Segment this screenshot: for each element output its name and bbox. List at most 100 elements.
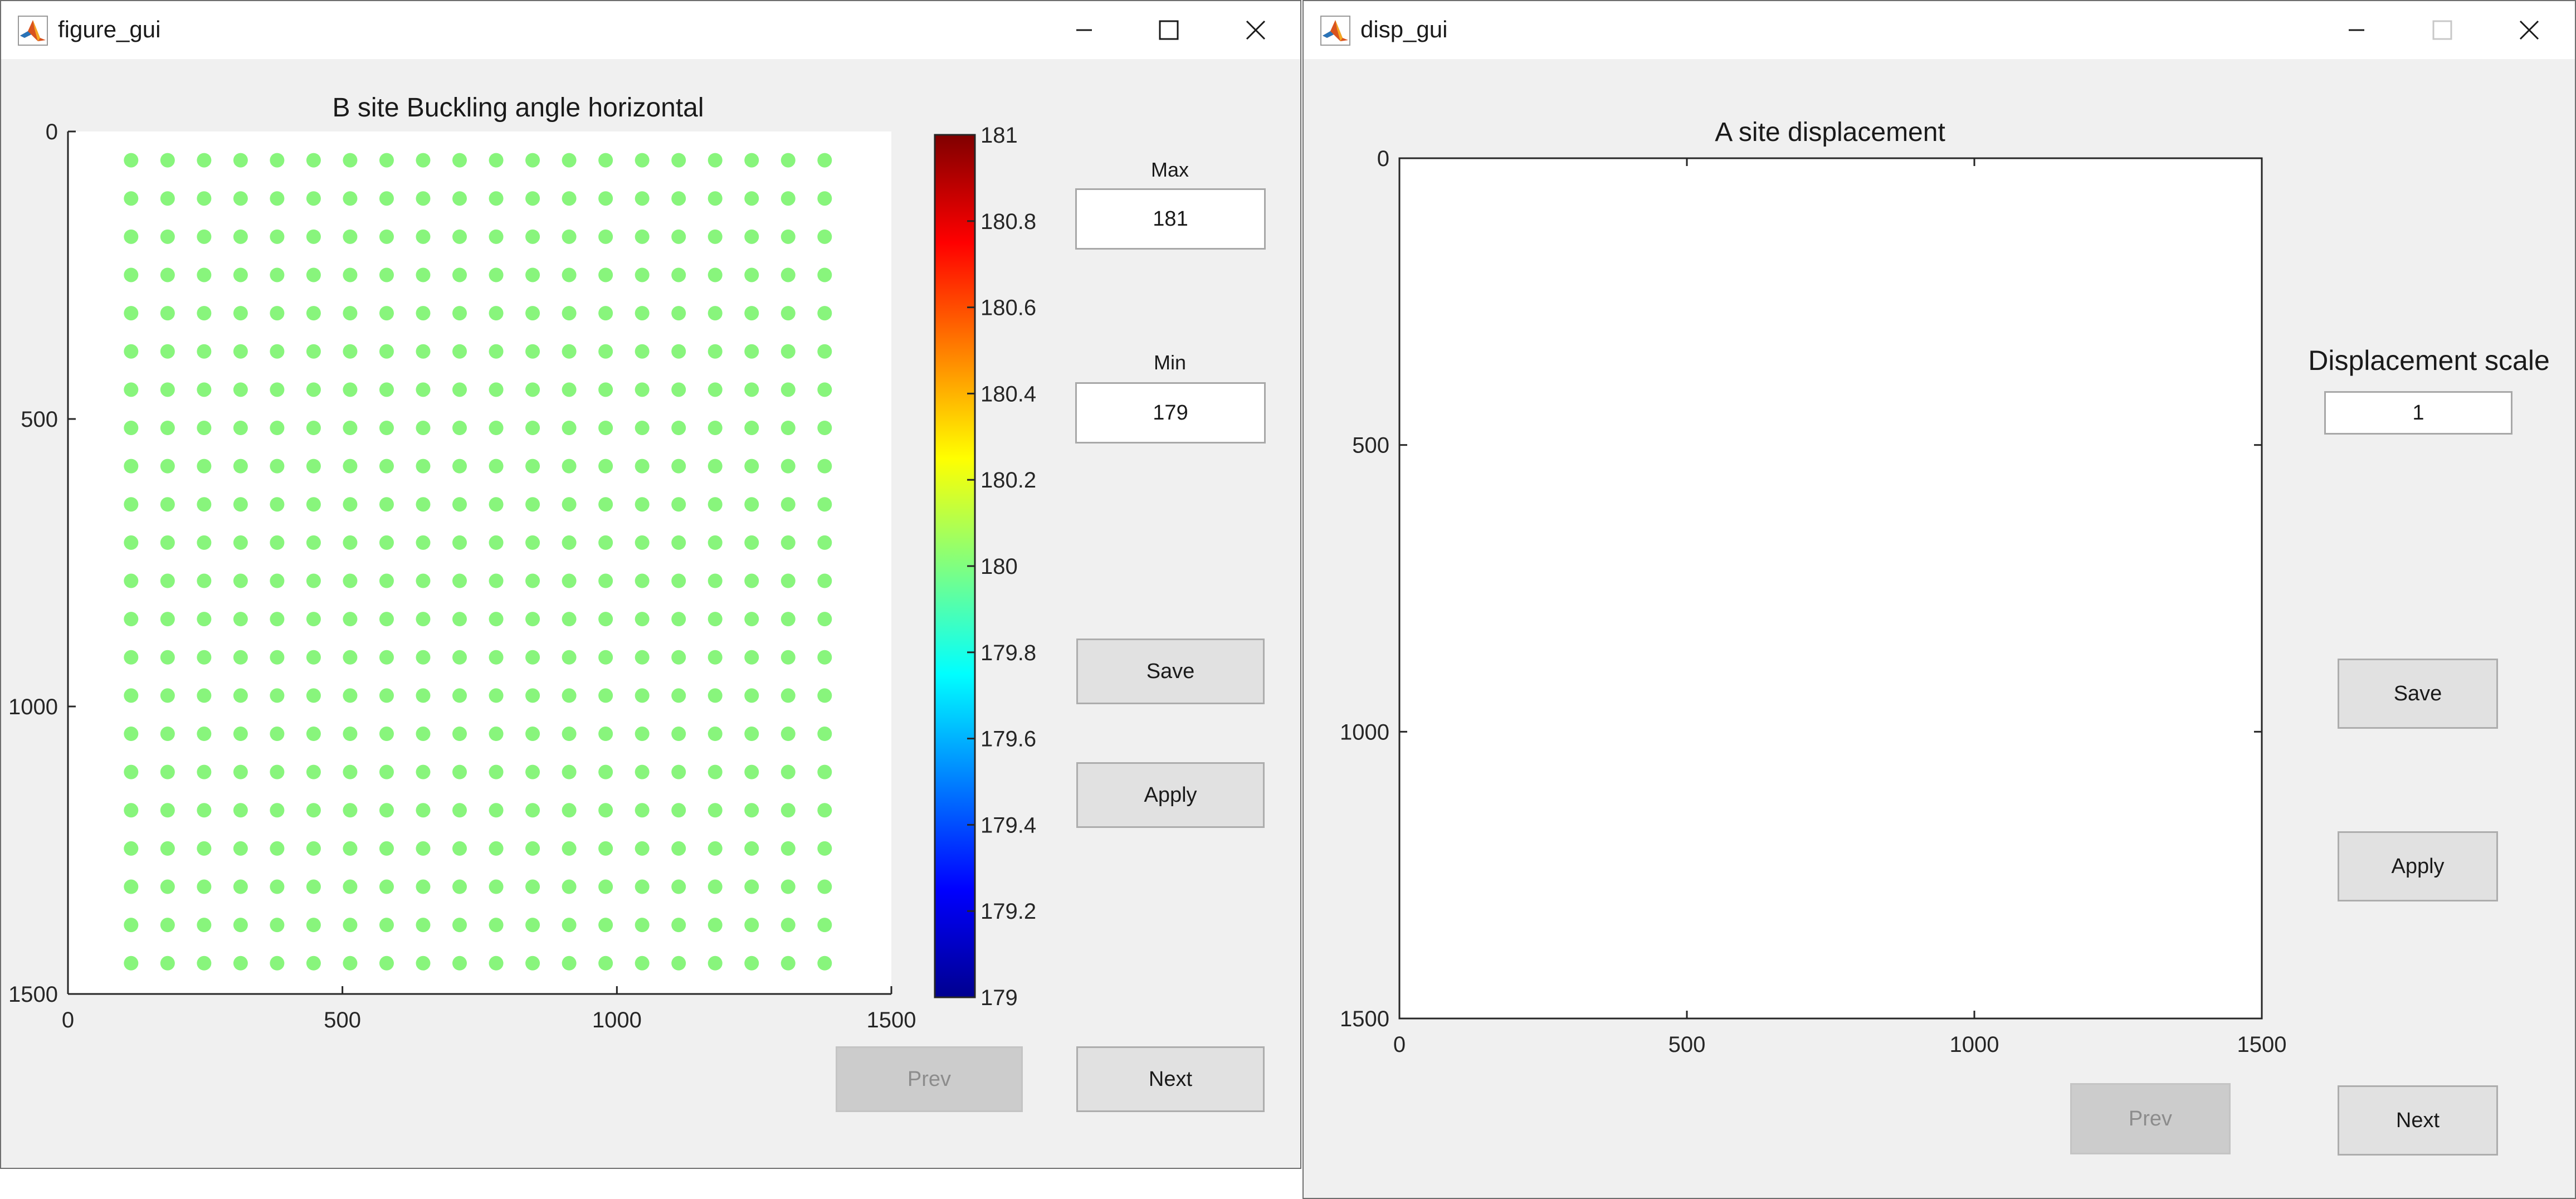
next-button[interactable]: Next <box>2338 1085 2498 1156</box>
data-point <box>379 344 394 359</box>
data-point <box>525 229 540 244</box>
data-point <box>708 764 723 779</box>
data-point <box>270 879 285 894</box>
data-point <box>489 764 504 779</box>
window-title: figure_gui <box>58 16 161 42</box>
data-point <box>197 841 212 856</box>
minimize-icon[interactable] <box>1063 10 1105 50</box>
data-point <box>270 612 285 627</box>
data-point <box>343 229 358 244</box>
data-point <box>489 573 504 588</box>
data-point <box>452 306 467 321</box>
data-point <box>671 688 686 703</box>
data-point <box>780 764 796 779</box>
data-point <box>671 267 686 282</box>
close-icon[interactable] <box>2508 10 2550 50</box>
data-point <box>306 459 321 474</box>
data-point <box>780 573 796 588</box>
data-point <box>452 382 467 397</box>
data-point <box>452 650 467 665</box>
data-point <box>562 764 577 779</box>
data-point <box>817 688 832 703</box>
data-point <box>343 573 358 588</box>
data-point <box>416 573 431 588</box>
data-point <box>160 344 175 359</box>
data-point <box>562 420 577 435</box>
data-point <box>817 650 832 665</box>
data-point <box>525 535 540 550</box>
close-icon[interactable] <box>1235 10 1277 50</box>
data-point <box>233 344 248 359</box>
data-point <box>416 727 431 742</box>
data-point <box>562 382 577 397</box>
data-point <box>708 229 723 244</box>
data-point <box>598 803 613 818</box>
data-point <box>124 956 139 971</box>
minimize-icon[interactable] <box>2335 10 2378 50</box>
colorbar-tick-label: 179.4 <box>980 813 1036 837</box>
data-point <box>452 764 467 779</box>
data-point <box>489 918 504 933</box>
y-tick-label: 500 <box>1352 433 1389 458</box>
window-title: disp_gui <box>1360 16 1448 42</box>
data-point <box>416 688 431 703</box>
data-point <box>635 612 650 627</box>
apply-button[interactable]: Apply <box>1076 762 1265 828</box>
next-button[interactable]: Next <box>1076 1046 1265 1112</box>
y-tick-label: 1000 <box>1340 720 1389 744</box>
data-point <box>671 191 686 206</box>
data-point <box>525 918 540 933</box>
data-point <box>160 267 175 282</box>
data-point <box>233 688 248 703</box>
data-point <box>197 879 212 894</box>
save-button[interactable]: Save <box>1076 639 1265 704</box>
data-point <box>197 382 212 397</box>
data-point <box>817 612 832 627</box>
data-point <box>562 956 577 971</box>
data-point <box>343 956 358 971</box>
max-input[interactable] <box>1075 188 1266 250</box>
data-point <box>416 956 431 971</box>
data-point <box>124 497 139 512</box>
prev-button[interactable]: Prev <box>2070 1083 2231 1154</box>
data-point <box>379 879 394 894</box>
data-point <box>197 688 212 703</box>
displacement-scale-input[interactable] <box>2324 391 2512 435</box>
data-point <box>270 956 285 971</box>
data-point <box>562 535 577 550</box>
data-point <box>379 573 394 588</box>
data-point <box>233 306 248 321</box>
data-point <box>635 918 650 933</box>
max-label: Max <box>1150 158 1189 181</box>
data-point <box>379 306 394 321</box>
data-point <box>817 573 832 588</box>
data-point <box>379 727 394 742</box>
data-point <box>780 229 796 244</box>
data-point <box>343 420 358 435</box>
data-point <box>452 803 467 818</box>
plot-area <box>1398 157 2263 1020</box>
data-point <box>671 879 686 894</box>
data-point <box>489 267 504 282</box>
data-point <box>343 688 358 703</box>
save-button[interactable]: Save <box>2338 659 2498 729</box>
data-point <box>416 879 431 894</box>
figure-content: B site Buckling angle horizontal 0 500 100… <box>1 59 1300 1168</box>
maximize-icon[interactable] <box>1148 10 1190 50</box>
y-tick-label: 1500 <box>8 982 58 1007</box>
min-input[interactable] <box>1075 382 1266 443</box>
prev-button[interactable]: Prev <box>836 1046 1023 1112</box>
apply-button[interactable]: Apply <box>2338 831 2498 901</box>
data-point <box>817 803 832 818</box>
data-point <box>270 497 285 512</box>
data-point <box>635 727 650 742</box>
data-point <box>379 229 394 244</box>
data-point <box>635 420 650 435</box>
data-point <box>817 918 832 933</box>
data-point <box>708 497 723 512</box>
data-point <box>708 688 723 703</box>
data-point <box>817 727 832 742</box>
data-point <box>343 344 358 359</box>
